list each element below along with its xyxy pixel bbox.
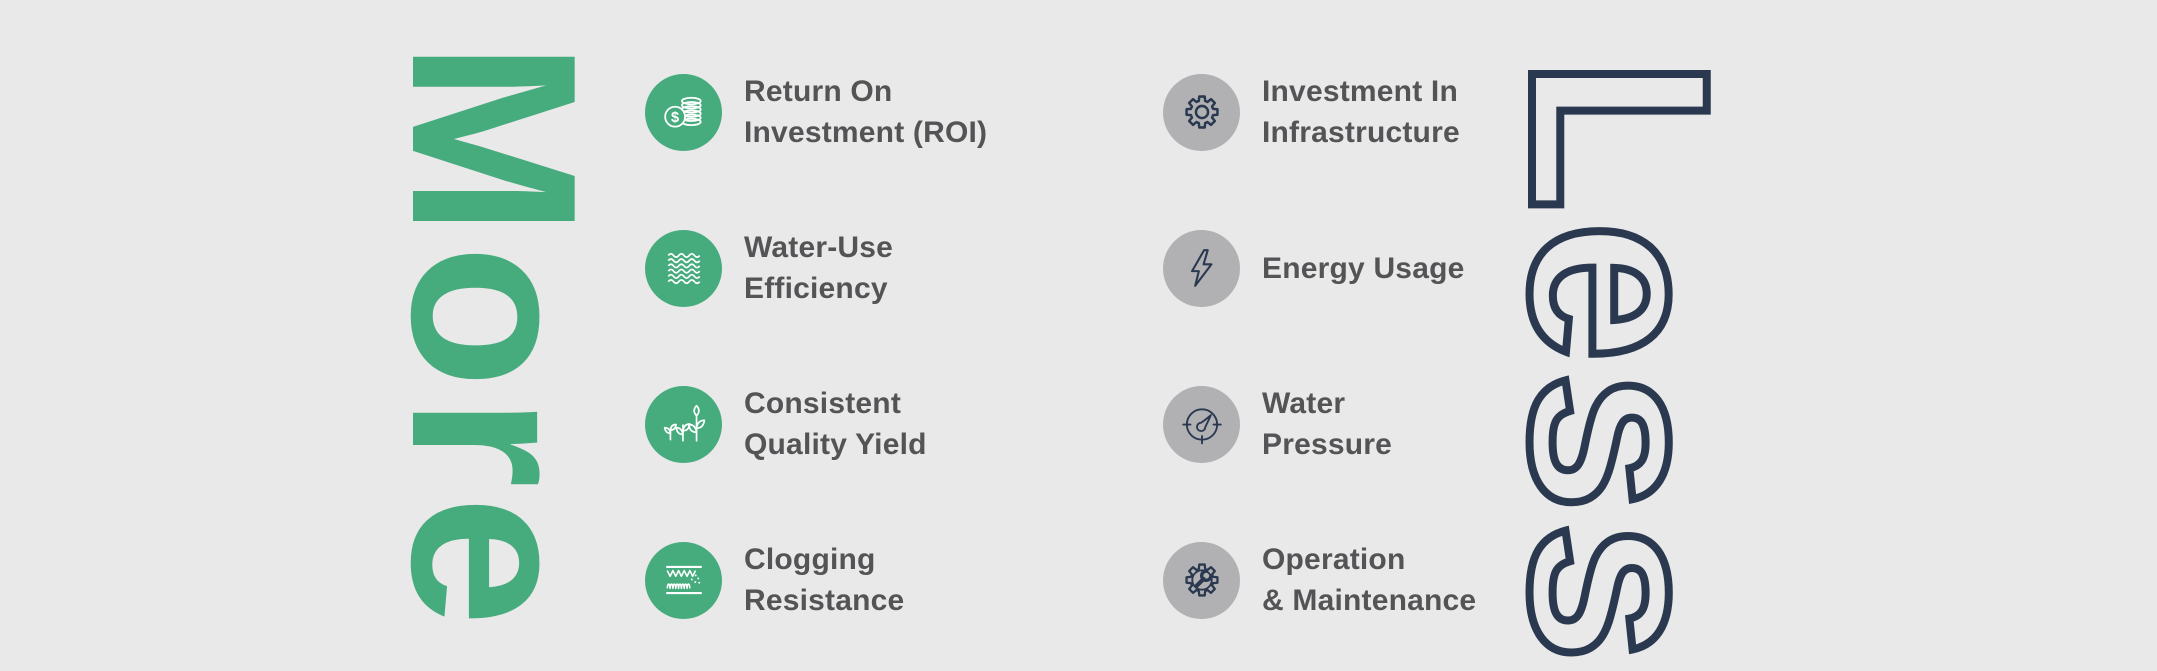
- label-line-2: & Maintenance: [1262, 584, 1477, 617]
- water-use-icon-circle: [645, 229, 722, 307]
- label-line-1: Water-Use: [744, 231, 894, 264]
- gauge-icon: [1181, 408, 1222, 445]
- label-line-1: Clogging: [744, 543, 876, 576]
- less-label-maintenance: Operation & Maintenance: [1262, 539, 1476, 621]
- more-label-clogging: Clogging Resistance: [744, 539, 904, 621]
- more-word: More: [363, 41, 626, 635]
- svg-text:$: $: [671, 110, 679, 126]
- less-row-energy: Energy Usage: [1163, 223, 1464, 313]
- less-row-infrastructure: Investment In Infrastructure: [1163, 67, 1460, 157]
- more-row-water-use: Water-Use Efficiency: [645, 223, 893, 313]
- growing-plants-icon: [663, 404, 705, 442]
- label-line-1: Consistent: [744, 387, 902, 420]
- coins-icon: $: [663, 96, 702, 128]
- lightning-icon: [1190, 249, 1212, 287]
- less-label-infrastructure: Investment In Infrastructure: [1262, 71, 1460, 153]
- more-label-water-use: Water-Use Efficiency: [744, 227, 893, 309]
- yield-icon-circle: [645, 385, 722, 463]
- label-line-1: Return On: [744, 75, 893, 108]
- gear-wrench-icon: [1184, 563, 1219, 597]
- less-row-pressure: Water Pressure: [1163, 379, 1392, 469]
- dripper-labyrinth-icon: [665, 565, 702, 595]
- more-label-yield: Consistent Quality Yield: [744, 383, 927, 465]
- label-line-2: Efficiency: [744, 272, 888, 305]
- less-label-energy: Energy Usage: [1262, 248, 1464, 289]
- less-label-pressure: Water Pressure: [1262, 383, 1392, 465]
- label-line-1: Energy Usage: [1262, 251, 1465, 285]
- label-line-2: Resistance: [744, 584, 905, 617]
- label-line-1: Investment In: [1262, 75, 1458, 108]
- label-line-2: Quality Yield: [744, 428, 927, 461]
- energy-icon-circle: [1163, 229, 1240, 307]
- less-row-maintenance: Operation & Maintenance: [1163, 535, 1476, 625]
- clogging-icon-circle: [645, 541, 722, 619]
- maintenance-icon-circle: [1163, 541, 1240, 619]
- more-label-roi: Return On Investment (ROI): [744, 71, 987, 153]
- pressure-icon-circle: [1163, 385, 1240, 463]
- label-line-1: Operation: [1262, 543, 1406, 576]
- more-row-roi: $ Return On Investment (ROI): [645, 67, 987, 157]
- label-line-1: Water: [1262, 387, 1346, 420]
- label-line-2: Investment (ROI): [744, 116, 988, 149]
- less-word: Less: [1474, 53, 1766, 671]
- roi-icon-circle: $: [645, 73, 722, 151]
- water-waves-icon: [667, 252, 700, 285]
- infrastructure-icon-circle: [1163, 73, 1240, 151]
- more-row-clogging: Clogging Resistance: [645, 535, 904, 625]
- label-line-2: Infrastructure: [1262, 116, 1460, 149]
- label-line-2: Pressure: [1262, 428, 1393, 461]
- more-row-yield: Consistent Quality Yield: [645, 379, 927, 469]
- gear-icon: [1184, 95, 1219, 129]
